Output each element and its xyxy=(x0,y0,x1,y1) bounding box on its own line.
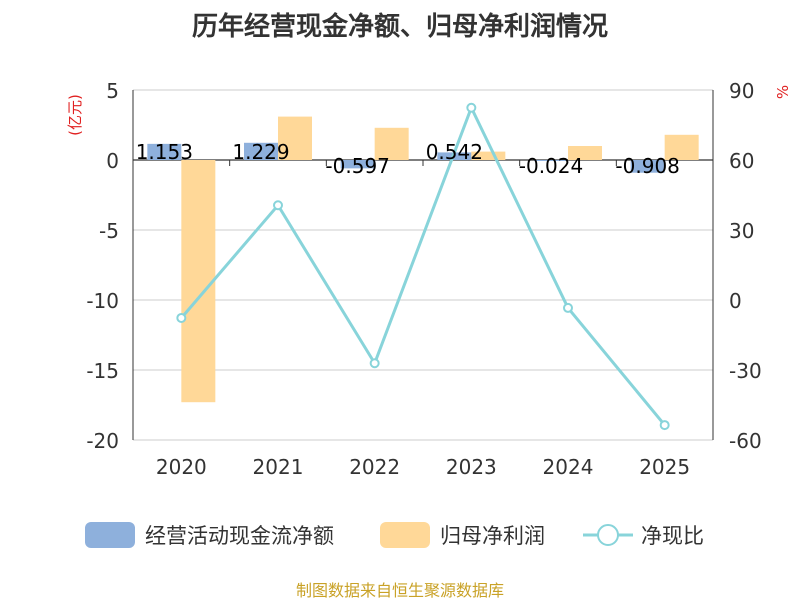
data-label-cash-flow: -0.597 xyxy=(325,154,389,178)
line-point-cash-ratio xyxy=(176,312,187,323)
y-left-tick-label: 0 xyxy=(106,149,119,173)
data-label-cash-flow: -0.908 xyxy=(615,154,679,178)
y-right-tick-label: 0 xyxy=(729,289,742,313)
bar-net-profit xyxy=(664,134,699,160)
line-point-cash-ratio xyxy=(659,420,670,431)
data-label-cash-flow: 0.542 xyxy=(426,140,483,164)
y-right-tick-label: -60 xyxy=(729,429,762,453)
bar-net-profit xyxy=(181,160,216,403)
legend-swatch-net-profit xyxy=(380,522,430,548)
bar-cash-flow xyxy=(630,160,665,173)
legend-label-net-profit: 归母净利润 xyxy=(440,524,545,548)
x-tick-label: 2022 xyxy=(349,455,400,479)
bar-cash-flow xyxy=(534,160,568,161)
y-right-tick-label: -30 xyxy=(729,359,762,383)
y-left-tick-label: -5 xyxy=(99,219,119,243)
legend-label-cash-ratio: 净现比 xyxy=(641,524,704,548)
line-point-cash-ratio xyxy=(369,358,380,369)
y-right-tick-label: 30 xyxy=(729,219,754,243)
legend-swatch-cash-flow xyxy=(85,522,135,548)
y-left-tick-label: -10 xyxy=(86,289,119,313)
bar-net-profit xyxy=(471,151,506,160)
legend-label-cash-flow: 经营活动现金流净额 xyxy=(145,524,334,548)
bar-net-profit xyxy=(374,127,409,160)
x-tick-label: 2024 xyxy=(543,455,594,479)
y-left-tick-label: -20 xyxy=(86,429,119,453)
y-left-axis-label: (亿元) xyxy=(66,94,84,136)
y-left-tick-label: -15 xyxy=(86,359,119,383)
y-right-axis-label: % xyxy=(774,85,792,99)
bar-cash-flow xyxy=(244,142,278,160)
y-right-tick-label: 60 xyxy=(729,149,754,173)
line-point-cash-ratio xyxy=(273,200,283,211)
data-label-cash-flow: 1.153 xyxy=(136,140,193,164)
line-point-cash-ratio xyxy=(563,302,573,313)
y-left-tick-label: 5 xyxy=(106,79,119,103)
data-label-cash-flow: 1.229 xyxy=(232,140,289,164)
bar-cash-flow xyxy=(147,143,182,160)
y-right-tick-label: 90 xyxy=(729,79,754,103)
bar-cash-flow xyxy=(340,160,375,169)
bar-net-profit xyxy=(278,116,312,160)
data-source-footer: 制图数据来自恒生聚源数据库 xyxy=(295,581,504,600)
x-tick-label: 2020 xyxy=(156,455,207,479)
bar-net-profit xyxy=(568,146,602,160)
x-tick-label: 2025 xyxy=(639,455,690,479)
legend-marker-cash-ratio xyxy=(597,524,619,546)
data-label-cash-flow: -0.024 xyxy=(519,154,583,178)
x-tick-label: 2021 xyxy=(253,455,304,479)
line-cash-ratio xyxy=(180,103,666,427)
x-tick-label: 2023 xyxy=(446,455,497,479)
line-point-cash-ratio xyxy=(466,102,477,113)
chart-title: 历年经营现金净额、归母净利润情况 xyxy=(191,12,608,42)
